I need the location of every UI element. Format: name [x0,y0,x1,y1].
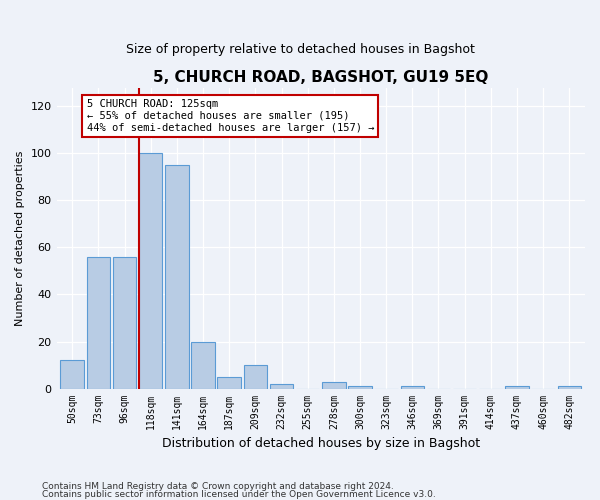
Bar [401,386,424,388]
Bar [217,377,241,388]
Text: 5 CHURCH ROAD: 125sqm
← 55% of detached houses are smaller (195)
44% of semi-det: 5 CHURCH ROAD: 125sqm ← 55% of detached … [86,100,374,132]
Bar [505,386,529,388]
Text: Contains HM Land Registry data © Crown copyright and database right 2024.: Contains HM Land Registry data © Crown c… [42,482,394,491]
Bar [61,360,84,388]
Bar [557,386,581,388]
Bar [113,257,136,388]
Bar [244,365,267,388]
Bar [191,342,215,388]
Bar [348,386,372,388]
Bar [139,154,163,388]
Bar [165,165,188,388]
Y-axis label: Number of detached properties: Number of detached properties [15,150,25,326]
Title: 5, CHURCH ROAD, BAGSHOT, GU19 5EQ: 5, CHURCH ROAD, BAGSHOT, GU19 5EQ [153,70,488,85]
Text: Contains public sector information licensed under the Open Government Licence v3: Contains public sector information licen… [42,490,436,499]
Bar [270,384,293,388]
Bar [86,257,110,388]
Bar [322,382,346,388]
Text: Size of property relative to detached houses in Bagshot: Size of property relative to detached ho… [125,44,475,57]
X-axis label: Distribution of detached houses by size in Bagshot: Distribution of detached houses by size … [162,437,480,450]
